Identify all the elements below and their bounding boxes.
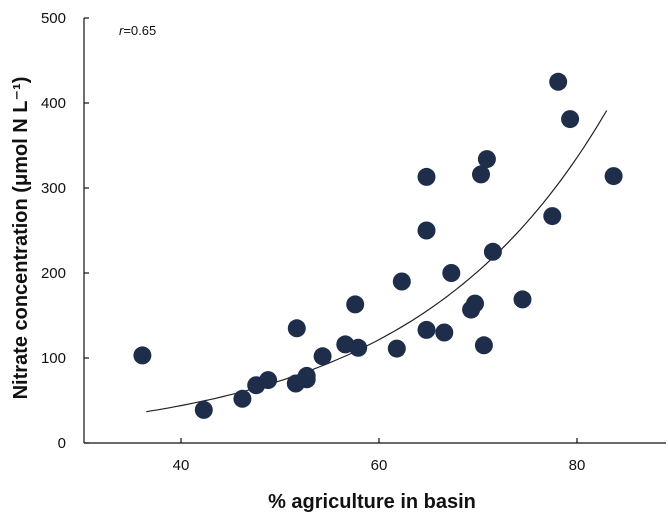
data-point bbox=[483, 242, 502, 261]
y-tick-label: 200 bbox=[41, 265, 66, 282]
data-point bbox=[474, 336, 493, 355]
data-point bbox=[561, 110, 580, 129]
y-tick-label: 400 bbox=[41, 95, 66, 112]
y-tick-label: 500 bbox=[41, 10, 66, 27]
y-tick-label: 300 bbox=[41, 180, 66, 197]
data-points bbox=[133, 72, 623, 419]
y-tick-label: 100 bbox=[41, 350, 66, 367]
x-tick-label: 40 bbox=[173, 457, 190, 474]
data-point bbox=[349, 338, 368, 357]
data-point bbox=[417, 221, 436, 240]
y-axis-title: Nitrate concentration (μmol N L⁻¹) bbox=[10, 77, 32, 400]
data-point bbox=[392, 272, 411, 291]
data-point bbox=[466, 294, 484, 313]
axes bbox=[83, 18, 666, 444]
data-point bbox=[472, 165, 490, 184]
data-point bbox=[435, 323, 454, 342]
x-tick-label: 60 bbox=[371, 457, 388, 474]
data-point bbox=[417, 320, 436, 339]
data-point bbox=[313, 347, 332, 366]
data-point bbox=[259, 371, 278, 390]
data-point bbox=[543, 207, 562, 226]
data-point bbox=[233, 389, 252, 408]
x-ticks: 40 60 80 bbox=[173, 438, 586, 474]
data-point bbox=[549, 72, 568, 91]
x-tick-label: 80 bbox=[569, 457, 586, 474]
y-ticks: 0 100 200 300 400 500 bbox=[41, 10, 89, 452]
data-point bbox=[346, 295, 365, 314]
data-point bbox=[417, 167, 436, 186]
correlation-annotation: r=0.65 bbox=[119, 23, 156, 38]
data-point bbox=[194, 400, 213, 419]
y-tick-label: 0 bbox=[58, 435, 66, 452]
correlation-symbol: r bbox=[119, 23, 124, 38]
data-point bbox=[477, 150, 496, 169]
data-point bbox=[513, 290, 532, 309]
data-point bbox=[387, 339, 406, 358]
fit-curve bbox=[146, 110, 608, 413]
data-point bbox=[133, 346, 152, 365]
data-point bbox=[287, 319, 306, 338]
correlation-value: =0.65 bbox=[123, 23, 156, 38]
x-axis-title: % agriculture in basin bbox=[268, 491, 476, 513]
data-point bbox=[297, 366, 316, 385]
data-point bbox=[442, 264, 461, 282]
data-point bbox=[604, 167, 623, 186]
